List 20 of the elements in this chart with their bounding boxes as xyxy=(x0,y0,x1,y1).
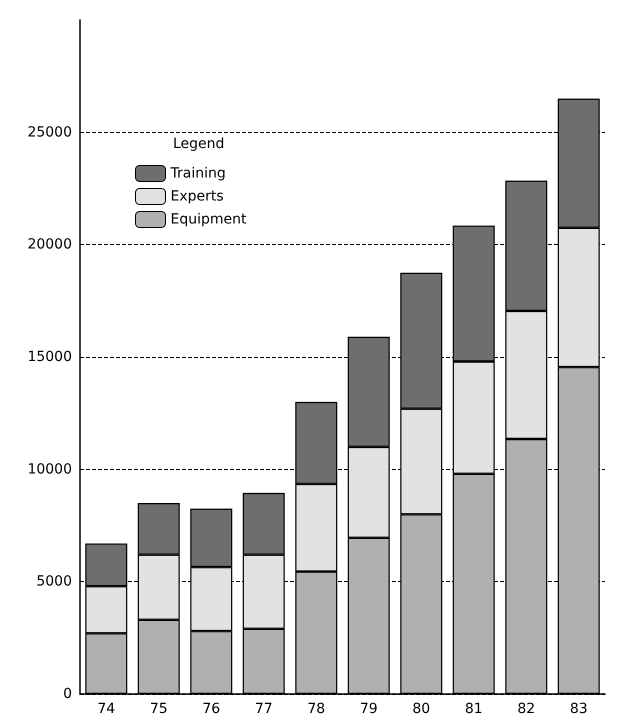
x-tick-label: 78 xyxy=(307,701,326,717)
x-tick-label: 77 xyxy=(254,701,273,717)
x-tick-label: 81 xyxy=(464,701,483,717)
x-tick-label: 83 xyxy=(570,701,588,717)
y-tick-label: 10000 xyxy=(27,461,72,478)
y-tick-label: 0 xyxy=(63,686,72,702)
legend-label: Training xyxy=(170,166,226,182)
y-tick-label: 25000 xyxy=(27,124,72,140)
x-tick-label: 76 xyxy=(202,701,220,717)
x-tick-label: 80 xyxy=(412,701,430,717)
x-tick-label: 75 xyxy=(150,701,168,717)
x-tick-label: 74 xyxy=(97,701,116,717)
x-tick-label: 82 xyxy=(517,701,536,717)
x-tick-label: 79 xyxy=(360,701,378,717)
legend-label: Equipment xyxy=(170,212,248,228)
y-tick-label: 5000 xyxy=(36,574,72,590)
legend-title: Legend xyxy=(173,136,224,152)
legend-label: Experts xyxy=(170,188,224,204)
y-tick-label: 15000 xyxy=(27,349,72,365)
y-tick-label: 20000 xyxy=(27,236,72,253)
